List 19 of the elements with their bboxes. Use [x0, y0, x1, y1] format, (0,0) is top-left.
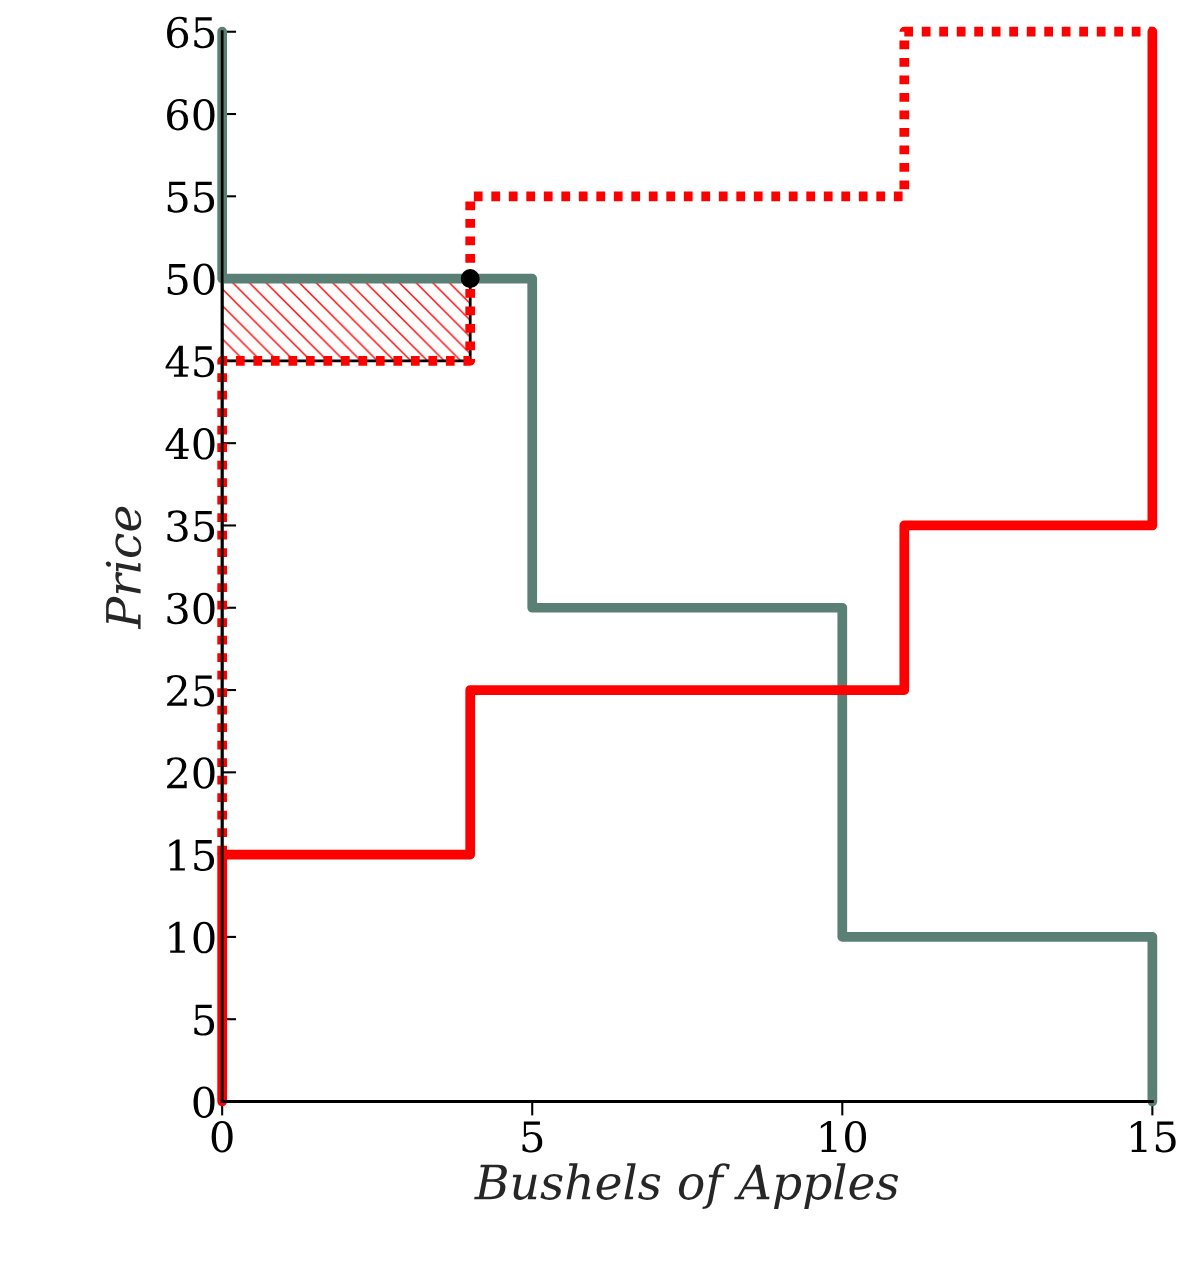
y-tick-label: 40 — [165, 428, 215, 460]
y-tick-label: 30 — [167, 592, 215, 625]
y-tick-label: 10 — [169, 921, 215, 954]
y-axis-title: Price — [105, 506, 142, 630]
y-tick-label: 35 — [167, 510, 215, 542]
y-tick-label: 0 — [193, 1086, 215, 1118]
y-tick-label: 50 — [167, 263, 215, 296]
y-tick-label: 15 — [169, 839, 215, 872]
y-tick-label: 65 — [167, 16, 215, 49]
y-tick-label: 45 — [165, 345, 215, 378]
x-tick-label: 5 — [522, 1121, 543, 1153]
y-tick-label: 25 — [167, 674, 215, 707]
x-tick-label: 10 — [820, 1120, 867, 1153]
x-axis-title: Bushels of Apples — [474, 1163, 899, 1210]
y-tick-label: 20 — [167, 757, 215, 789]
y-tick-label: 55 — [167, 181, 215, 213]
y-tick-label: 5 — [194, 1004, 215, 1036]
x-tick-label: 15 — [1130, 1120, 1176, 1153]
y-tick-label: 60 — [167, 98, 215, 131]
